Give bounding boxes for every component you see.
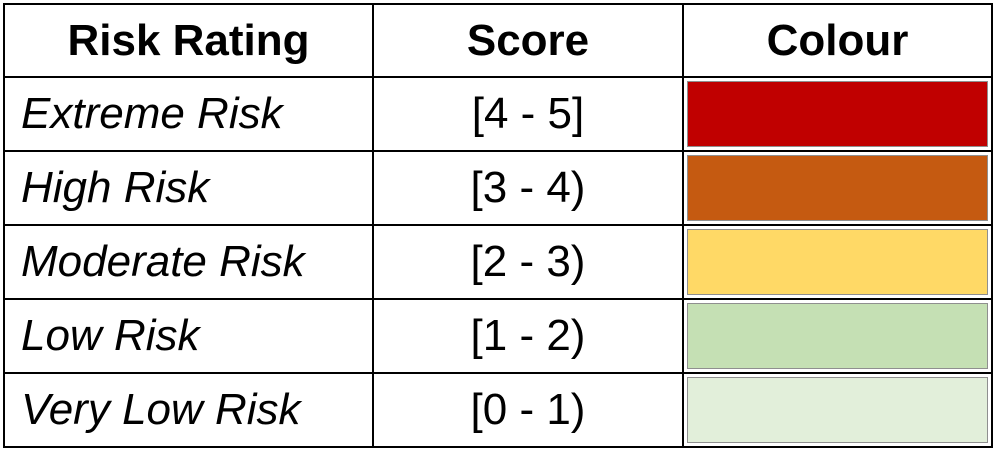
risk-rating-cell: Moderate Risk	[3, 224, 374, 300]
colour-swatch	[687, 303, 988, 369]
colour-cell	[682, 224, 993, 300]
score-cell: [0 - 1)	[372, 372, 684, 448]
risk-rating-cell: High Risk	[3, 150, 374, 226]
colour-swatch	[687, 229, 988, 295]
colour-swatch	[687, 81, 988, 147]
colour-cell	[682, 76, 993, 152]
table-row: Extreme Risk [4 - 5]	[3, 76, 993, 152]
score-cell: [1 - 2)	[372, 298, 684, 374]
table-row: Moderate Risk [2 - 3)	[3, 224, 993, 300]
score-cell: [3 - 4)	[372, 150, 684, 226]
header-risk-rating: Risk Rating	[3, 3, 374, 78]
risk-rating-cell: Extreme Risk	[3, 76, 374, 152]
colour-swatch	[687, 155, 988, 221]
risk-rating-cell: Low Risk	[3, 298, 374, 374]
risk-rating-cell: Very Low Risk	[3, 372, 374, 448]
header-colour: Colour	[682, 3, 993, 78]
score-cell: [2 - 3)	[372, 224, 684, 300]
header-score: Score	[372, 3, 684, 78]
table-row: Very Low Risk [0 - 1)	[3, 372, 993, 448]
colour-swatch	[687, 377, 988, 443]
table-row: Low Risk [1 - 2)	[3, 298, 993, 374]
header-row: Risk Rating Score Colour	[3, 3, 993, 78]
colour-cell	[682, 372, 993, 448]
table-row: High Risk [3 - 4)	[3, 150, 993, 226]
colour-cell	[682, 298, 993, 374]
risk-rating-table: Risk Rating Score Colour Extreme Risk [4…	[3, 3, 993, 448]
score-cell: [4 - 5]	[372, 76, 684, 152]
colour-cell	[682, 150, 993, 226]
